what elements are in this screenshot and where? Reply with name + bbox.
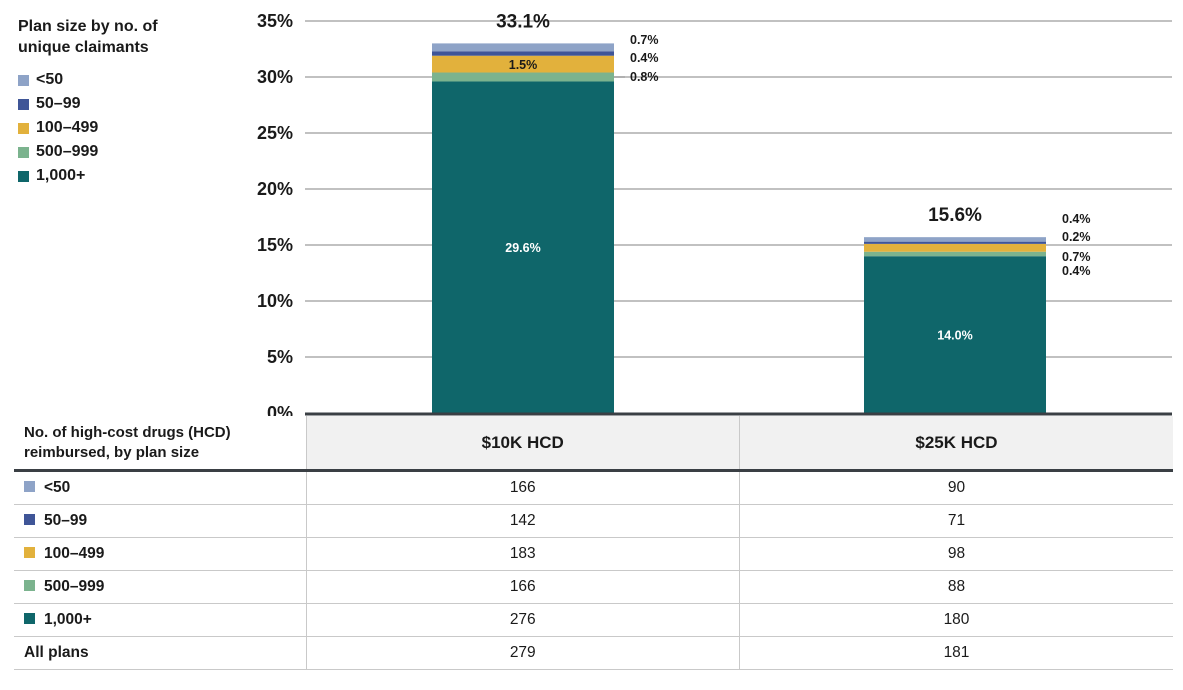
bar-segment: [432, 55, 614, 73]
data-label: 0.7%: [1062, 250, 1091, 264]
row-label: 1,000+: [44, 611, 92, 628]
row-swatch: [24, 481, 35, 493]
table-row: 500–999 166 88: [14, 570, 1173, 604]
legend-swatch: [18, 170, 29, 182]
bar-segment: [864, 251, 1046, 257]
table-header-line2: reimbursed, by plan size: [24, 443, 200, 461]
y-tick-label: 25%: [257, 123, 293, 143]
legend-swatch: [18, 122, 29, 134]
bar-segment: [432, 51, 614, 56]
legend-title-line1: Plan size by no. of: [18, 18, 158, 35]
bar-segment: [432, 43, 614, 52]
row-label: All plans: [24, 644, 89, 661]
data-label: 14.0%: [937, 329, 972, 343]
data-label: 0.4%: [630, 51, 659, 65]
data-label: 1.5%: [509, 58, 538, 72]
legend-swatch: [18, 74, 29, 86]
bar-segment: [864, 241, 1046, 244]
row-swatch: [24, 580, 35, 592]
data-label: 29.6%: [505, 241, 540, 255]
legend-title-line2: unique claimants: [18, 39, 149, 56]
bar-segment: [432, 72, 614, 82]
row-label: <50: [44, 479, 71, 496]
legend-item: 500–999: [18, 140, 218, 164]
chart-legend: Plan size by no. of unique claimants <50…: [18, 16, 218, 188]
table-header-row: No. of high-cost drugs (HCD) reimbursed,…: [14, 416, 1173, 472]
legend-item: 1,000+: [18, 164, 218, 188]
table-cell: 142: [305, 504, 740, 538]
row-label-cell: 50–99: [14, 504, 306, 538]
row-label: 500–999: [44, 578, 105, 595]
row-swatch: [24, 613, 35, 625]
legend-label: 50–99: [36, 95, 81, 112]
column-header-25k: $25K HCD: [739, 416, 1173, 472]
row-label: 50–99: [44, 512, 88, 529]
legend-label: <50: [36, 71, 64, 88]
bar-segment: [864, 243, 1046, 252]
legend-item: 50–99: [18, 92, 218, 116]
legend-swatch: [18, 98, 29, 110]
legend-label: 500–999: [36, 143, 99, 160]
row-swatch: [24, 547, 35, 559]
bar-segment: [864, 237, 1046, 242]
data-label: 0.8%: [630, 70, 659, 84]
table-cell: 166: [305, 470, 740, 505]
legend-label: 100–499: [36, 119, 99, 136]
row-label-cell: <50: [14, 470, 306, 505]
bar-segment: [864, 256, 1046, 413]
table-cell: 276: [305, 603, 740, 637]
y-tick-label: 0%: [267, 403, 293, 420]
table-row: 100–499 183 98: [14, 537, 1173, 571]
total-label: 33.1%: [496, 11, 550, 32]
table-row: <50 166 90: [14, 470, 1173, 505]
table-row: 50–99 142 71: [14, 504, 1173, 538]
y-tick-label: 20%: [257, 179, 293, 199]
data-label: 0.4%: [1062, 212, 1091, 226]
table-corner-header: No. of high-cost drugs (HCD) reimbursed,…: [14, 416, 306, 472]
row-label-cell: 100–499: [14, 537, 306, 571]
table-cell: 88: [739, 570, 1173, 604]
table-cell: 166: [305, 570, 740, 604]
table-cell: 90: [739, 470, 1173, 505]
legend-swatch: [18, 146, 29, 158]
row-label-cell: 1,000+: [14, 603, 306, 637]
legend-item: 100–499: [18, 116, 218, 140]
data-label: 0.7%: [630, 33, 659, 47]
row-label-cell: 500–999: [14, 570, 306, 604]
table-cell: 279: [305, 636, 740, 670]
data-label: 0.2%: [1062, 230, 1091, 244]
table-cell: 181: [739, 636, 1173, 670]
table-header-line1: No. of high-cost drugs (HCD): [24, 423, 231, 441]
stacked-bar-chart: 0%5%10%15%20%25%30%35%29.6%0.8%1.5%0.4%0…: [257, 11, 1172, 420]
y-tick-label: 10%: [257, 291, 293, 311]
table-cell: 183: [305, 537, 740, 571]
legend-item: <50: [18, 68, 218, 92]
y-tick-label: 35%: [257, 11, 293, 31]
row-label: 100–499: [44, 545, 105, 562]
column-header-10k: $10K HCD: [305, 416, 740, 472]
table-row: 1,000+ 276 180: [14, 603, 1173, 637]
y-tick-label: 15%: [257, 235, 293, 255]
y-tick-label: 5%: [267, 347, 293, 367]
data-label: 0.4%: [1062, 264, 1091, 278]
table-row: All plans 279 181: [14, 636, 1173, 670]
table-cell: 98: [739, 537, 1173, 571]
table-cell: 180: [739, 603, 1173, 637]
table-cell: 71: [739, 504, 1173, 538]
legend-title: Plan size by no. of unique claimants: [18, 16, 218, 58]
row-label-cell: All plans: [14, 636, 306, 670]
y-tick-label: 30%: [257, 67, 293, 87]
row-swatch: [24, 514, 35, 526]
legend-label: 1,000+: [36, 167, 86, 184]
bar-segment: [432, 81, 614, 413]
total-label: 15.6%: [928, 205, 982, 226]
hcd-table: No. of high-cost drugs (HCD) reimbursed,…: [14, 416, 1173, 670]
